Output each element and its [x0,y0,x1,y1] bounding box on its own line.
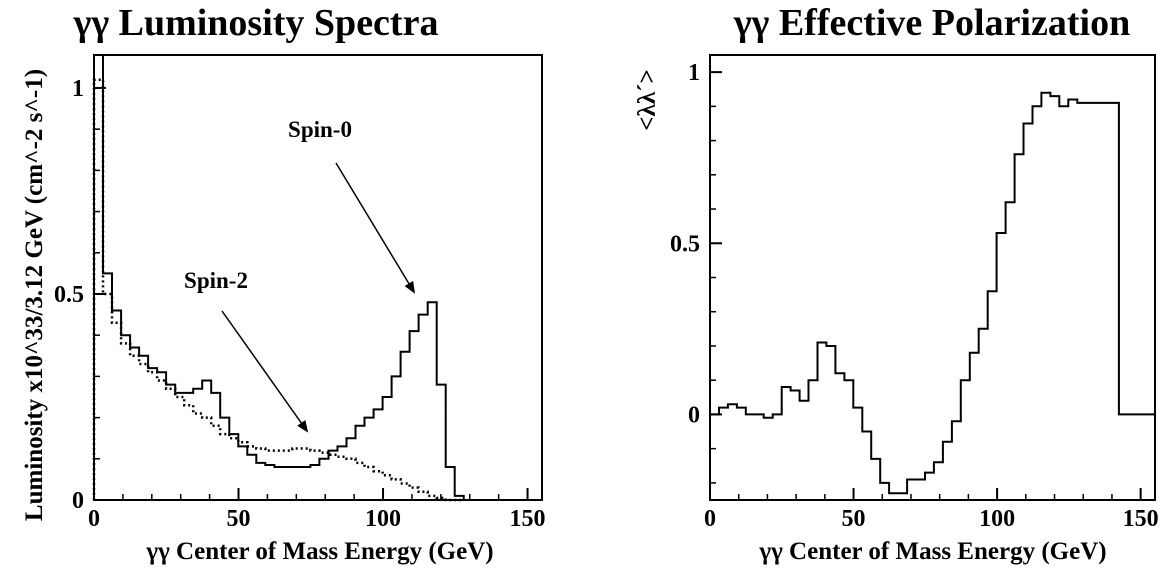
x-tick-label: 50 [842,506,866,532]
series-line-spin-0 [93,54,482,501]
series-line-spin-2 [92,78,464,502]
x-tick-label: 150 [510,506,546,532]
y-tick-label: 1 [688,60,700,86]
left-series-group [92,54,482,502]
x-tick-label: 50 [227,506,251,532]
y-tick-label: 0 [72,488,84,514]
annotation-label: Spin-0 [288,117,352,142]
right-x-axis-label: γγ Center of Mass Energy (GeV) [758,538,1106,565]
left-annotations: Spin-0 Spin-2 [184,117,416,433]
annotation-arrow [221,310,309,433]
right-panel: γγ Effective Polarization γγ Center of M… [634,2,1159,565]
y-tick-label: 1 [72,76,84,102]
annotation-label: Spin-2 [184,268,248,293]
right-axes-frame [709,54,1156,501]
annotation-arrow [335,162,416,294]
left-title: γγ Luminosity Spectra [73,2,439,44]
x-tick-label: 100 [365,506,401,532]
right-series-group [710,91,1155,495]
x-tick-label: 0 [88,506,100,532]
right-y-axis-label: <λλ´> [634,69,661,130]
left-y-axis-label: Luminosity x10^33/3.12 GeV (cm^-2 s^-1) [21,69,48,521]
series-line-polarization [710,91,1155,495]
left-panel: γγ Luminosity Spectra γγ Center of Mass … [21,2,546,565]
y-tick-label: 0.5 [670,231,700,257]
left-ticks: 0 50 100 150 0 0.5 1 [54,76,546,532]
right-title: γγ Effective Polarization [733,2,1130,44]
left-x-axis-label: γγ Center of Mass Energy (GeV) [145,538,493,565]
x-tick-label: 150 [1123,506,1159,532]
x-tick-label: 100 [979,506,1015,532]
y-tick-label: 0.5 [54,282,84,308]
y-tick-label: 0 [688,402,700,428]
x-tick-label: 0 [704,506,716,532]
right-ticks: 0 50 100 150 0 0.5 1 [670,60,1159,532]
